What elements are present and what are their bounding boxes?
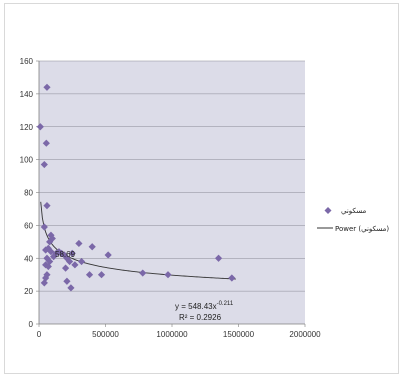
data-point — [46, 238, 54, 246]
y-tick-label: 80 — [24, 189, 33, 198]
trendline-equation: y = 548.43x-0.211 — [175, 301, 234, 311]
data-point — [67, 284, 75, 292]
data-point — [75, 239, 83, 248]
data-point — [58, 249, 66, 257]
data-point — [164, 271, 172, 279]
data-point — [62, 264, 70, 272]
legend: مسكوني Power (مسكوني) — [317, 207, 389, 233]
legend-series-label: مسكوني — [341, 207, 367, 215]
x-tick-label: 1000000 — [156, 330, 188, 339]
chart-frame: 0 20 40 60 80 100 120 140 160 0 500000 1000000 1500… — [4, 3, 399, 374]
y-tick-label: 120 — [20, 123, 34, 132]
data-point — [40, 160, 48, 169]
gridlines — [39, 60, 305, 292]
data-point — [68, 249, 76, 257]
y-tick-label: 100 — [20, 156, 34, 165]
legend-diamond-marker — [324, 207, 332, 214]
data-point — [50, 253, 58, 261]
data-point — [43, 83, 51, 91]
data-point — [63, 277, 71, 285]
y-tick-label: 20 — [24, 287, 33, 296]
y-tick-label: 140 — [20, 90, 34, 99]
point-label: 58.69 — [55, 250, 76, 259]
data-point — [88, 243, 96, 251]
x-tick-label: 2000000 — [289, 330, 321, 339]
data-point — [47, 248, 55, 256]
legend-trendline-label: Power (مسكوني) — [335, 225, 389, 233]
x-tick-label: 500000 — [92, 330, 119, 339]
power-trendline — [40, 201, 236, 280]
data-point — [139, 269, 147, 277]
y-tick-label: 40 — [24, 254, 33, 263]
data-point — [85, 271, 94, 279]
data-point — [228, 274, 236, 282]
x-tick-label: 0 — [37, 330, 42, 339]
y-tick-label: 160 — [20, 57, 34, 66]
data-point — [36, 123, 44, 131]
data-point — [42, 274, 50, 282]
data-point — [43, 202, 51, 210]
scatter-chart: 0 20 40 60 80 100 120 140 160 0 500000 1000000 1500… — [20, 57, 390, 339]
data-point — [71, 261, 79, 269]
data-point — [40, 223, 48, 231]
y-axis-ticks: 0 20 40 60 80 100 120 140 160 — [20, 57, 39, 329]
data-point — [42, 139, 50, 147]
data-point — [214, 254, 223, 262]
x-axis-ticks: 0 500000 1000000 1500000 2000000 — [37, 324, 321, 339]
r-squared-label: R² = 0.2926 — [179, 313, 222, 322]
data-point — [40, 279, 48, 287]
equation-exponent: -0.211 — [217, 301, 234, 307]
data-point — [97, 271, 106, 279]
y-tick-label: 60 — [24, 221, 33, 230]
data-points — [36, 83, 236, 292]
data-point — [44, 262, 52, 271]
y-tick-label: 0 — [29, 320, 34, 329]
x-tick-label: 1500000 — [223, 330, 255, 339]
data-point — [48, 234, 56, 243]
